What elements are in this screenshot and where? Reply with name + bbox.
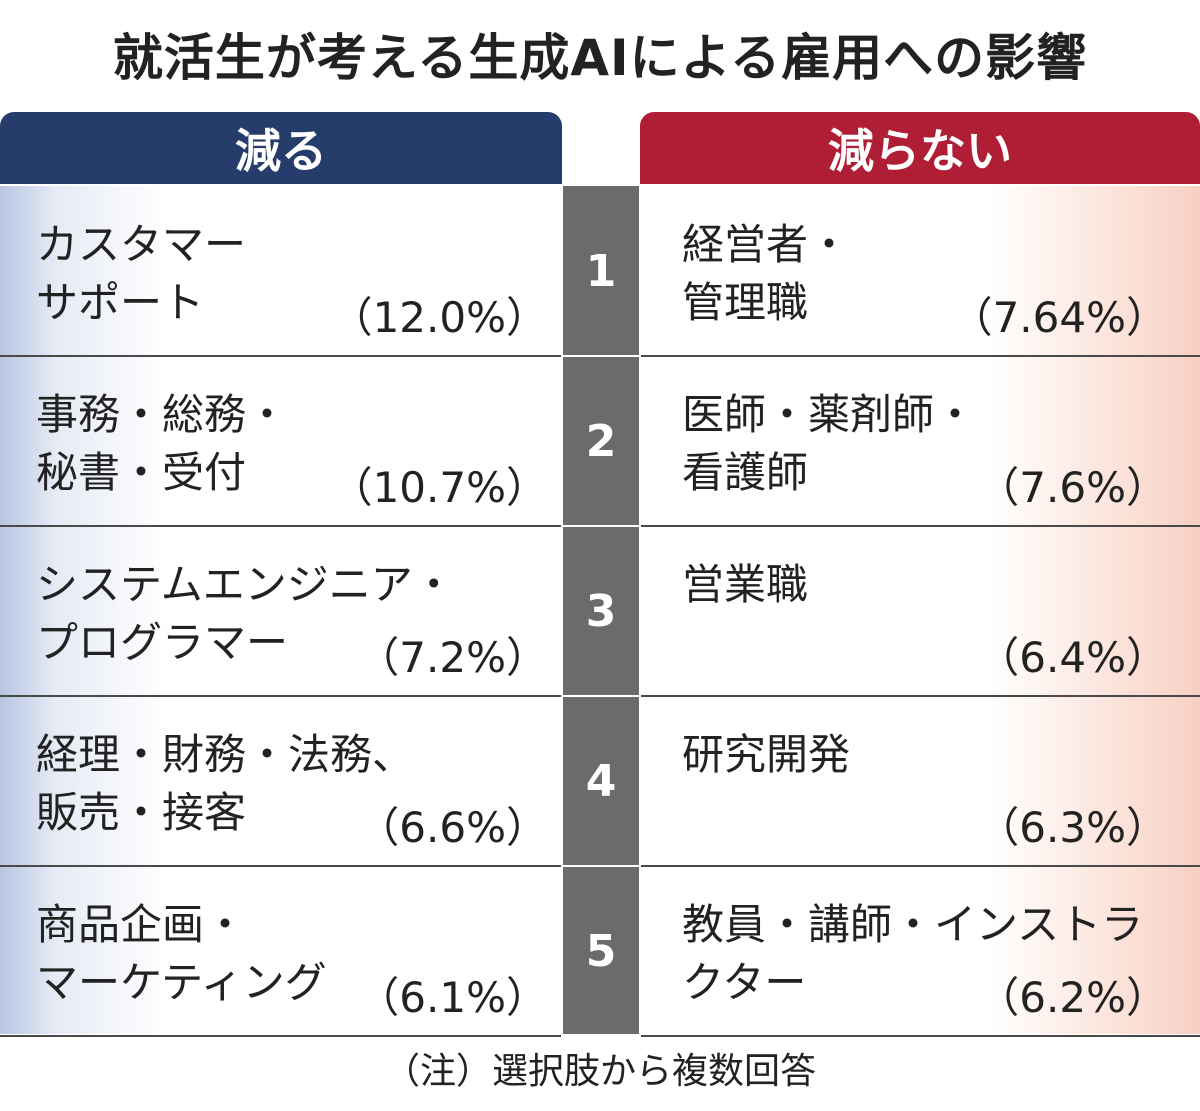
row-divider (641, 525, 1200, 527)
row-divider (0, 695, 561, 697)
decrease-panel (0, 186, 561, 1034)
rank-divider (563, 525, 639, 527)
row-divider (0, 865, 561, 867)
decrease-item-percent: （7.2%） (357, 633, 548, 682)
decrease-item-line2: プログラマー (36, 618, 289, 667)
rank-number: 5 (585, 925, 617, 977)
decrease-item-percent: （10.7%） (330, 463, 548, 512)
not-decrease-item-line1: 医師・薬剤師・ (682, 390, 977, 439)
decrease-item-percent: （6.1%） (357, 973, 548, 1022)
rank-divider (563, 355, 639, 357)
not-decrease-item-percent: （7.6%） (977, 463, 1168, 512)
decrease-item-line2: 秘書・受付 (36, 448, 247, 497)
rank-number: 2 (585, 415, 617, 467)
rank-number: 4 (585, 755, 617, 807)
not-decrease-item-line2: クター (682, 958, 807, 1007)
rank-number: 1 (585, 245, 617, 297)
decrease-item-line1: 事務・総務・ (36, 390, 289, 439)
not-decrease-item-line1: 営業職 (682, 560, 809, 609)
not-decrease-item-percent: （6.2%） (977, 973, 1168, 1022)
decrease-item-percent: （6.6%） (357, 803, 548, 852)
not-decrease-item-percent: （6.4%） (977, 633, 1168, 682)
row-divider (641, 355, 1200, 357)
not-decrease-item-line1: 研究開発 (682, 730, 851, 779)
not-decrease-item-percent: （6.3%） (977, 803, 1168, 852)
row-divider (0, 525, 561, 527)
not-decrease-item-line2: 看護師 (682, 448, 809, 497)
not-decrease-item-line1: 経営者・ (682, 220, 851, 269)
decrease-item-line2: 販売・接客 (36, 788, 247, 837)
decrease-item-line1: 経理・財務・法務、 (36, 730, 415, 779)
row-divider (0, 355, 561, 357)
rank-number: 3 (585, 585, 617, 637)
row-divider (641, 865, 1200, 867)
row-divider (641, 1035, 1200, 1037)
rank-divider (563, 695, 639, 697)
not-decrease-item-line1: 教員・講師・インストラ (682, 900, 1144, 949)
decrease-item-line1: システムエンジニア・ (36, 560, 455, 609)
rank-column (563, 186, 639, 1034)
chart-title: 就活生が考える生成AIによる雇用への影響 (112, 29, 1088, 87)
decrease-item-percent: （12.0%） (330, 293, 548, 342)
decrease-item-line2: サポート (36, 278, 205, 327)
not-decrease-item-percent: （7.64%） (950, 293, 1168, 342)
not-decrease-item-line2: 管理職 (682, 278, 809, 327)
rank-divider (563, 865, 639, 867)
header-decrease: 減る (0, 112, 562, 184)
row-divider (0, 1035, 561, 1037)
header-not-decrease: 減らない (640, 112, 1200, 184)
decrease-item-line1: カスタマー (36, 220, 247, 269)
row-divider (641, 695, 1200, 697)
footnote: （注）選択肢から複数回答 (383, 1051, 816, 1092)
not-decrease-panel (641, 186, 1200, 1034)
decrease-item-line1: 商品企画・ (36, 900, 247, 949)
decrease-item-line2: マーケティング (36, 958, 327, 1007)
